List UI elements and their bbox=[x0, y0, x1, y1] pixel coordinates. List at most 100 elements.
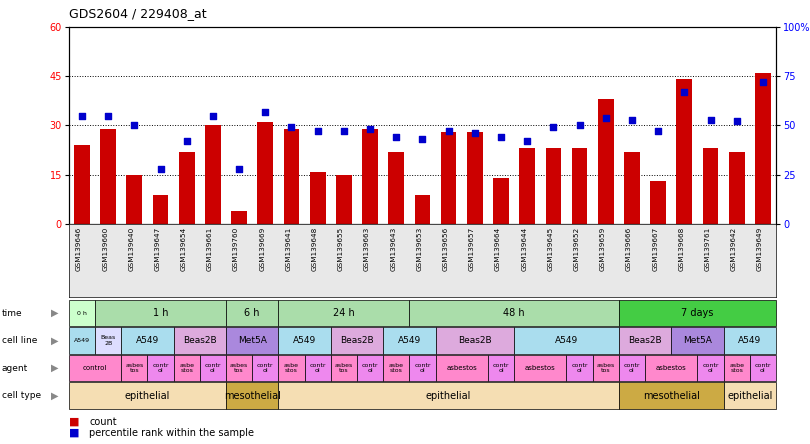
Text: asbe
stos: asbe stos bbox=[389, 363, 403, 373]
Text: GSM139647: GSM139647 bbox=[155, 227, 160, 271]
Point bbox=[258, 108, 271, 115]
Bar bbox=[493, 178, 509, 224]
Text: ▶: ▶ bbox=[51, 363, 59, 373]
Bar bbox=[467, 132, 483, 224]
Bar bbox=[231, 211, 247, 224]
Bar bbox=[415, 194, 430, 224]
Text: A549: A549 bbox=[738, 336, 761, 345]
Text: GSM139649: GSM139649 bbox=[757, 227, 763, 271]
Text: GSM139666: GSM139666 bbox=[626, 227, 632, 271]
Text: contr
ol: contr ol bbox=[309, 363, 326, 373]
Point bbox=[521, 138, 534, 145]
Point bbox=[337, 128, 350, 135]
Text: A549: A549 bbox=[74, 338, 90, 343]
Point bbox=[180, 138, 193, 145]
Point bbox=[154, 165, 167, 172]
Text: asbes
tos: asbes tos bbox=[335, 363, 353, 373]
Text: GSM139645: GSM139645 bbox=[548, 227, 553, 271]
Point bbox=[757, 79, 770, 86]
Text: GSM139668: GSM139668 bbox=[678, 227, 684, 271]
Text: GSM139642: GSM139642 bbox=[731, 227, 737, 271]
Text: GSM139659: GSM139659 bbox=[599, 227, 606, 271]
Point bbox=[416, 136, 429, 143]
Bar bbox=[309, 171, 326, 224]
Text: Beas2B: Beas2B bbox=[458, 336, 492, 345]
Bar bbox=[441, 132, 457, 224]
Text: GSM139648: GSM139648 bbox=[312, 227, 318, 271]
Text: GSM139643: GSM139643 bbox=[390, 227, 396, 271]
Text: GSM139652: GSM139652 bbox=[573, 227, 579, 271]
Bar bbox=[519, 148, 535, 224]
Bar bbox=[598, 99, 614, 224]
Text: contr
ol: contr ol bbox=[414, 363, 431, 373]
Text: A549: A549 bbox=[398, 336, 421, 345]
Bar bbox=[676, 79, 693, 224]
Text: GSM139644: GSM139644 bbox=[521, 227, 527, 271]
Text: ■: ■ bbox=[69, 417, 79, 427]
Text: asbes
tos: asbes tos bbox=[597, 363, 615, 373]
Text: 24 h: 24 h bbox=[333, 308, 355, 318]
Text: contr
ol: contr ol bbox=[152, 363, 168, 373]
Text: ▶: ▶ bbox=[51, 391, 59, 400]
Text: asbe
stos: asbe stos bbox=[284, 363, 299, 373]
Text: GSM139669: GSM139669 bbox=[259, 227, 265, 271]
Point bbox=[731, 118, 744, 125]
Text: ■: ■ bbox=[69, 428, 79, 438]
Text: contr
ol: contr ol bbox=[492, 363, 509, 373]
Text: asbes
tos: asbes tos bbox=[126, 363, 143, 373]
Text: GSM139660: GSM139660 bbox=[102, 227, 109, 271]
Point bbox=[442, 128, 455, 135]
Text: asbestos: asbestos bbox=[525, 365, 556, 371]
Bar bbox=[755, 73, 771, 224]
Point bbox=[128, 122, 141, 129]
Bar bbox=[258, 122, 273, 224]
Text: GDS2604 / 229408_at: GDS2604 / 229408_at bbox=[69, 7, 207, 20]
Bar bbox=[388, 152, 404, 224]
Text: GSM139641: GSM139641 bbox=[285, 227, 292, 271]
Bar bbox=[205, 126, 221, 224]
Point bbox=[573, 122, 586, 129]
Text: control: control bbox=[83, 365, 107, 371]
Text: 6 h: 6 h bbox=[245, 308, 260, 318]
Text: GSM139646: GSM139646 bbox=[76, 227, 82, 271]
Text: cell line: cell line bbox=[2, 336, 37, 345]
Bar bbox=[572, 148, 587, 224]
Text: epithelial: epithelial bbox=[125, 391, 170, 400]
Bar bbox=[284, 129, 300, 224]
Point bbox=[494, 134, 507, 141]
Text: mesothelial: mesothelial bbox=[643, 391, 700, 400]
Point bbox=[678, 88, 691, 95]
Text: GSM139640: GSM139640 bbox=[128, 227, 134, 271]
Text: contr
ol: contr ol bbox=[362, 363, 378, 373]
Text: GSM139655: GSM139655 bbox=[338, 227, 343, 271]
Point bbox=[285, 124, 298, 131]
Text: GSM139656: GSM139656 bbox=[442, 227, 449, 271]
Text: contr
ol: contr ol bbox=[702, 363, 718, 373]
Bar bbox=[362, 129, 378, 224]
Text: A549: A549 bbox=[136, 336, 159, 345]
Text: 1 h: 1 h bbox=[153, 308, 168, 318]
Text: time: time bbox=[2, 309, 22, 317]
Text: 48 h: 48 h bbox=[503, 308, 525, 318]
Text: 7 days: 7 days bbox=[681, 308, 714, 318]
Text: agent: agent bbox=[2, 364, 28, 373]
Text: Beas2B: Beas2B bbox=[629, 336, 662, 345]
Text: GSM139761: GSM139761 bbox=[705, 227, 710, 271]
Point bbox=[232, 165, 245, 172]
Text: GSM139661: GSM139661 bbox=[207, 227, 213, 271]
Text: cell type: cell type bbox=[2, 391, 40, 400]
Point bbox=[102, 112, 115, 119]
Text: GSM139760: GSM139760 bbox=[233, 227, 239, 271]
Text: mesothelial: mesothelial bbox=[224, 391, 280, 400]
Point bbox=[599, 114, 612, 121]
Text: epithelial: epithelial bbox=[426, 391, 471, 400]
Bar bbox=[545, 148, 561, 224]
Text: asbes
tos: asbes tos bbox=[230, 363, 248, 373]
Point bbox=[364, 126, 377, 133]
Text: percentile rank within the sample: percentile rank within the sample bbox=[89, 428, 254, 438]
Text: GSM139653: GSM139653 bbox=[416, 227, 423, 271]
Text: contr
ol: contr ol bbox=[624, 363, 640, 373]
Text: GSM139654: GSM139654 bbox=[181, 227, 186, 271]
Text: count: count bbox=[89, 417, 117, 427]
Text: A549: A549 bbox=[293, 336, 316, 345]
